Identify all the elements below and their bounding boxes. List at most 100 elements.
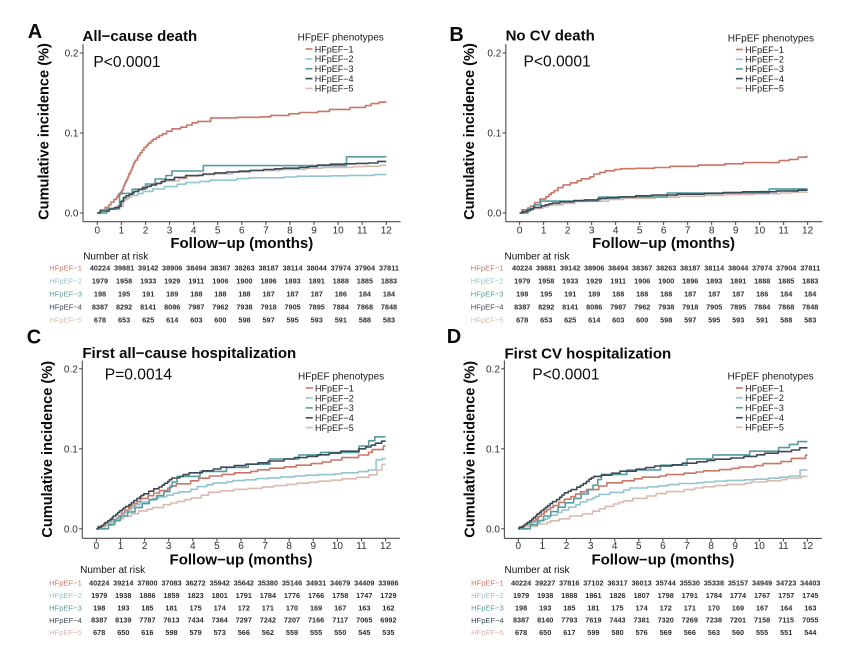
svg-text:0: 0 — [517, 226, 523, 237]
svg-text:1979: 1979 — [513, 591, 529, 600]
svg-text:188: 188 — [636, 290, 648, 299]
svg-text:HFpEF−4: HFpEF−4 — [49, 616, 82, 625]
svg-text:566: 566 — [238, 628, 250, 637]
svg-text:617: 617 — [563, 628, 575, 637]
svg-text:593: 593 — [311, 315, 323, 324]
svg-text:1823: 1823 — [187, 591, 203, 600]
svg-text:First all−cause hospitalizatio: First all−cause hospitalization — [82, 345, 296, 362]
svg-text:3: 3 — [167, 226, 173, 237]
svg-text:P<0.0001: P<0.0001 — [524, 54, 591, 71]
svg-text:6: 6 — [661, 226, 667, 237]
svg-text:600: 600 — [214, 315, 226, 324]
svg-text:38187: 38187 — [258, 264, 278, 273]
svg-text:HFpEF−5: HFpEF−5 — [49, 316, 82, 325]
svg-text:10: 10 — [333, 226, 345, 237]
svg-text:7938: 7938 — [658, 302, 674, 311]
svg-text:8140: 8140 — [537, 616, 553, 625]
svg-text:Cumulative incidence (%): Cumulative incidence (%) — [37, 43, 53, 220]
svg-text:187: 187 — [311, 290, 323, 299]
svg-text:HFpEF−3: HFpEF−3 — [49, 603, 82, 612]
svg-text:1885: 1885 — [357, 277, 373, 286]
svg-text:HFpEF−1: HFpEF−1 — [315, 383, 354, 393]
svg-text:38367: 38367 — [210, 264, 230, 273]
svg-text:1791: 1791 — [236, 591, 252, 600]
svg-text:HFpEF−5: HFpEF−5 — [315, 84, 354, 94]
svg-text:650: 650 — [117, 628, 129, 637]
svg-text:169: 169 — [732, 603, 744, 612]
svg-text:39142: 39142 — [138, 264, 158, 273]
svg-text:HFpEF−3: HFpEF−3 — [471, 290, 504, 299]
svg-text:569: 569 — [660, 628, 672, 637]
svg-text:544: 544 — [804, 628, 817, 637]
svg-text:38263: 38263 — [234, 264, 254, 273]
svg-text:40224: 40224 — [512, 264, 533, 273]
svg-text:HFpEF−2: HFpEF−2 — [471, 277, 504, 286]
svg-text:40224: 40224 — [511, 579, 532, 588]
svg-text:7: 7 — [684, 541, 690, 552]
svg-text:185: 185 — [563, 603, 575, 612]
svg-text:Follow−up (months): Follow−up (months) — [591, 551, 734, 568]
svg-text:7905: 7905 — [284, 302, 300, 311]
svg-text:1791: 1791 — [682, 591, 698, 600]
svg-text:4: 4 — [613, 226, 619, 237]
svg-text:HFpEF−1: HFpEF−1 — [471, 579, 504, 588]
svg-text:1911: 1911 — [188, 277, 204, 286]
svg-text:1893: 1893 — [706, 277, 722, 286]
svg-text:678: 678 — [93, 628, 105, 637]
svg-text:0.0: 0.0 — [64, 524, 78, 535]
svg-text:1929: 1929 — [164, 277, 180, 286]
svg-text:0.1: 0.1 — [486, 444, 500, 455]
svg-text:36317: 36317 — [607, 579, 627, 588]
svg-text:0.0: 0.0 — [487, 209, 501, 220]
svg-text:1776: 1776 — [284, 591, 300, 600]
svg-text:588: 588 — [359, 315, 371, 324]
svg-text:8387: 8387 — [513, 616, 529, 625]
svg-text:614: 614 — [166, 315, 179, 324]
svg-text:37800: 37800 — [137, 579, 157, 588]
svg-text:38114: 38114 — [283, 264, 304, 273]
svg-text:1929: 1929 — [586, 277, 602, 286]
svg-text:653: 653 — [540, 315, 552, 324]
svg-text:35338: 35338 — [704, 579, 724, 588]
svg-text:8139: 8139 — [115, 616, 131, 625]
svg-text:HFpEF−1: HFpEF−1 — [49, 264, 82, 273]
svg-text:7918: 7918 — [682, 302, 698, 311]
svg-text:6: 6 — [238, 541, 244, 552]
svg-text:1: 1 — [540, 541, 546, 552]
svg-text:34403: 34403 — [800, 579, 820, 588]
svg-text:7884: 7884 — [754, 302, 771, 311]
svg-text:0.2: 0.2 — [487, 49, 501, 60]
svg-text:B: B — [449, 24, 463, 46]
svg-text:37974: 37974 — [331, 264, 352, 273]
svg-text:1: 1 — [118, 541, 124, 552]
svg-text:HFpEF−5: HFpEF−5 — [745, 83, 784, 93]
svg-text:171: 171 — [262, 603, 274, 612]
svg-text:191: 191 — [142, 290, 154, 299]
svg-text:36272: 36272 — [185, 579, 205, 588]
svg-text:189: 189 — [588, 290, 600, 299]
svg-text:0.2: 0.2 — [486, 364, 500, 375]
svg-text:7905: 7905 — [706, 302, 722, 311]
svg-text:625: 625 — [564, 315, 576, 324]
svg-text:1861: 1861 — [585, 591, 601, 600]
svg-text:175: 175 — [611, 603, 623, 612]
svg-text:35157: 35157 — [728, 579, 748, 588]
svg-text:HFpEF−1: HFpEF−1 — [745, 45, 784, 55]
svg-text:12: 12 — [802, 226, 814, 237]
svg-text:7201: 7201 — [730, 616, 746, 625]
svg-text:2: 2 — [565, 226, 571, 237]
svg-text:38494: 38494 — [186, 264, 207, 273]
svg-text:HFpEF−3: HFpEF−3 — [315, 403, 354, 413]
svg-text:559: 559 — [286, 628, 298, 637]
svg-text:P<0.0001: P<0.0001 — [93, 54, 160, 71]
svg-text:HFpEF−1: HFpEF−1 — [471, 264, 504, 273]
svg-text:614: 614 — [588, 315, 601, 324]
svg-text:1: 1 — [541, 226, 547, 237]
svg-text:HFpEF phenotypes: HFpEF phenotypes — [298, 371, 384, 382]
svg-text:35942: 35942 — [210, 579, 230, 588]
svg-text:Cumulative incidence (%): Cumulative incidence (%) — [463, 361, 479, 538]
svg-text:3: 3 — [589, 226, 595, 237]
svg-text:678: 678 — [516, 315, 528, 324]
svg-text:198: 198 — [515, 603, 527, 612]
svg-text:598: 598 — [165, 628, 177, 637]
